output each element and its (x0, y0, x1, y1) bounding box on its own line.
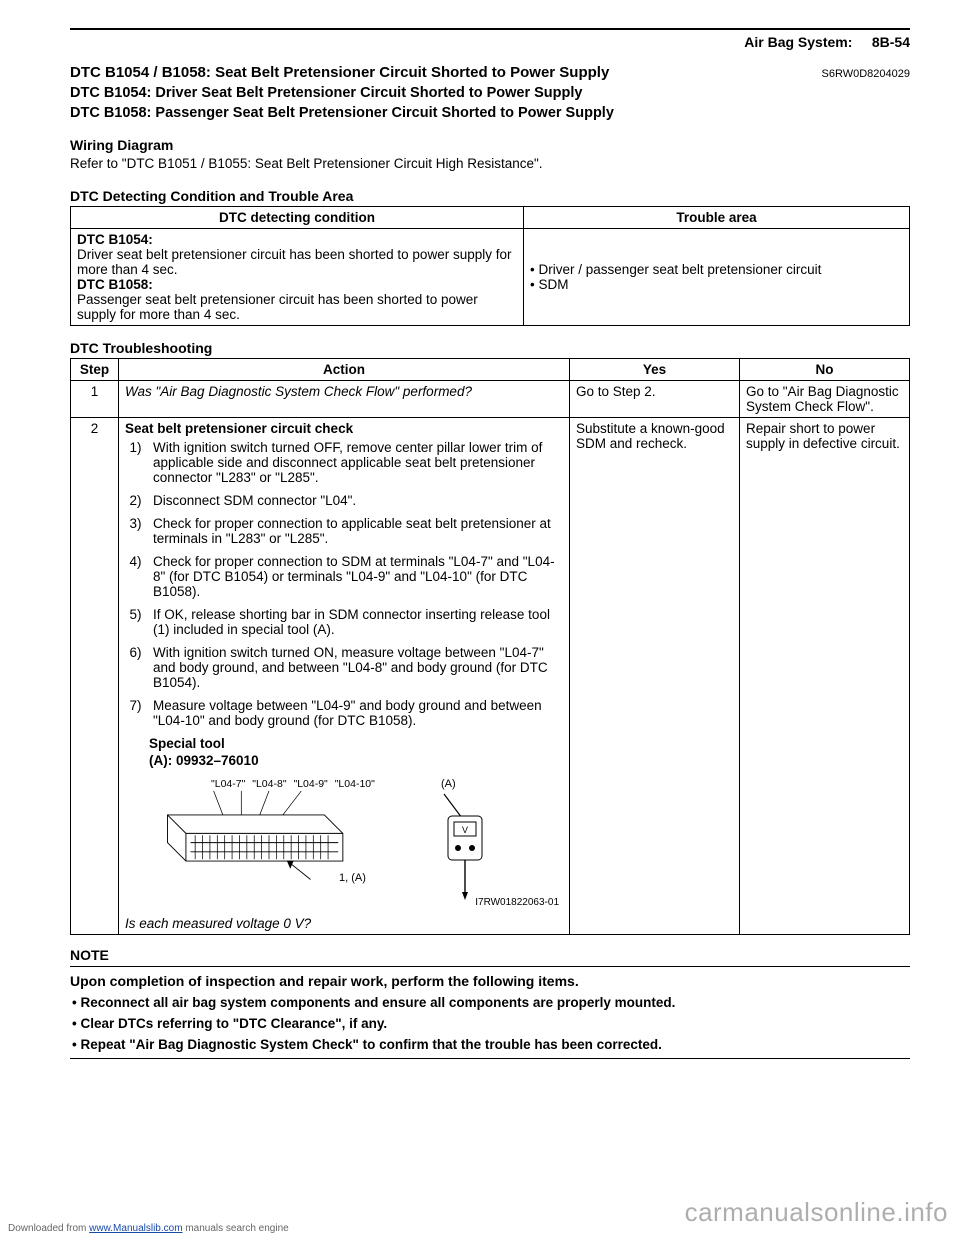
note-item-1: Reconnect all air bag system components … (72, 995, 910, 1010)
ts2-step2: Disconnect SDM connector "L04". (149, 493, 563, 508)
dtc-subtitle-1: DTC B1054: Driver Seat Belt Pretensioner… (70, 84, 910, 104)
ts-action-2: Seat belt pretensioner circuit check Wit… (119, 418, 570, 935)
wiring-heading: Wiring Diagram (70, 137, 910, 153)
note-intro: Upon completion of inspection and repair… (70, 973, 910, 989)
pin-l04-8: "L04-8" (252, 778, 286, 790)
ts-col-step: Step (71, 359, 119, 381)
meter-v-label: V (462, 825, 468, 835)
pin-l04-7: "L04-7" (211, 778, 245, 790)
pin-labels: "L04-7" "L04-8" "L04-9" "L04-10" (211, 778, 379, 790)
cond-b1054-label: DTC B1054: (77, 232, 517, 247)
footer-link[interactable]: www.Manualslib.com (89, 1223, 182, 1234)
cond-b1058-text: Passenger seat belt pretensioner circuit… (77, 292, 517, 322)
ts-col-action: Action (119, 359, 570, 381)
cond-cell-condition: DTC B1054: Driver seat belt pretensioner… (71, 229, 524, 326)
note-block: NOTE Upon completion of inspection and r… (70, 947, 910, 1059)
ts2-step4: Check for proper connection to SDM at te… (149, 554, 563, 599)
note-heading: NOTE (70, 947, 910, 963)
ts2-step6: With ignition switch turned ON, measure … (149, 645, 563, 690)
cond-b1058-label: DTC B1058: (77, 277, 517, 292)
cond-col2: Trouble area (524, 207, 910, 229)
ts2-step5: If OK, release shorting bar in SDM conne… (149, 607, 563, 637)
ts2-step1: With ignition switch turned OFF, remove … (149, 440, 563, 485)
cond-col1: DTC detecting condition (71, 207, 524, 229)
ts2-step7: Measure voltage between "L04-9" and body… (149, 698, 563, 728)
footer-pre: Downloaded from (8, 1223, 89, 1234)
pin-l04-9: "L04-9" (293, 778, 327, 790)
ts-col-no: No (740, 359, 910, 381)
ts-step-2: 2 (71, 418, 119, 935)
ts-col-yes: Yes (570, 359, 740, 381)
note-item-2: Clear DTCs referring to "DTC Clearance",… (72, 1016, 910, 1031)
pin-l04-10: "L04-10" (335, 778, 375, 790)
troubleshooting-table: Step Action Yes No 1 Was "Air Bag Diagno… (70, 358, 910, 935)
note-rule-bottom (70, 1058, 910, 1059)
trouble-item-2: SDM (530, 277, 903, 292)
ts-action-1: Was "Air Bag Diagnostic System Check Flo… (119, 381, 570, 418)
troubleshooting-heading: DTC Troubleshooting (70, 340, 910, 356)
ts2-question: Is each measured voltage 0 V? (125, 916, 563, 931)
label-a: (A) (441, 778, 456, 790)
dtc-subtitle-2: DTC B1058: Passenger Seat Belt Pretensio… (70, 104, 910, 124)
condition-table: DTC detecting condition Trouble area DTC… (70, 206, 910, 326)
ts-step-1: 1 (71, 381, 119, 418)
ts-no-2: Repair short to power supply in defectiv… (740, 418, 910, 935)
multimeter-icon: V (434, 790, 494, 900)
label-tool: 1, (A) (339, 872, 366, 884)
wiring-text: Refer to "DTC B1051 / B1055: Seat Belt P… (70, 155, 910, 174)
header-section: Air Bag System: (744, 34, 852, 50)
reference-code: S6RW0D8204029 (822, 68, 910, 80)
note-item-3: Repeat "Air Bag Diagnostic System Check"… (72, 1037, 910, 1052)
cond-b1054-text: Driver seat belt pretensioner circuit ha… (77, 247, 517, 277)
footer: Downloaded from www.Manualslib.com manua… (8, 1223, 289, 1234)
condition-heading: DTC Detecting Condition and Trouble Area (70, 188, 910, 204)
special-tool-head: Special tool (149, 736, 563, 751)
ts-yes-2: Substitute a known-good SDM and recheck. (570, 418, 740, 935)
ts-row-2: 2 Seat belt pretensioner circuit check W… (71, 418, 910, 935)
page-header: Air Bag System: 8B-54 (70, 34, 910, 50)
ts2-head: Seat belt pretensioner circuit check (125, 421, 563, 436)
ts-row-1: 1 Was "Air Bag Diagnostic System Check F… (71, 381, 910, 418)
ts-no-1: Go to "Air Bag Diagnostic System Check F… (740, 381, 910, 418)
note-rule-top (70, 966, 910, 967)
footer-post: manuals search engine (183, 1223, 289, 1234)
figure-code: I7RW01822063-01 (475, 897, 559, 908)
header-page: 8B-54 (872, 34, 910, 50)
ts-yes-1: Go to Step 2. (570, 381, 740, 418)
watermark: carmanualsonline.info (685, 1197, 948, 1228)
header-rule (70, 28, 910, 30)
page-content: Air Bag System: 8B-54 S6RW0D8204029 DTC … (0, 0, 960, 1105)
dtc-title: DTC B1054 / B1058: Seat Belt Pretensione… (70, 64, 910, 81)
trouble-item-1: Driver / passenger seat belt pretensione… (530, 262, 903, 277)
ts2-step3: Check for proper connection to applicabl… (149, 516, 563, 546)
connector-diagram: "L04-7" "L04-8" "L04-9" "L04-10" (A) 1, … (149, 778, 563, 908)
cond-cell-trouble: Driver / passenger seat belt pretensione… (524, 229, 910, 326)
special-tool-num: (A): 09932–76010 (149, 753, 563, 768)
